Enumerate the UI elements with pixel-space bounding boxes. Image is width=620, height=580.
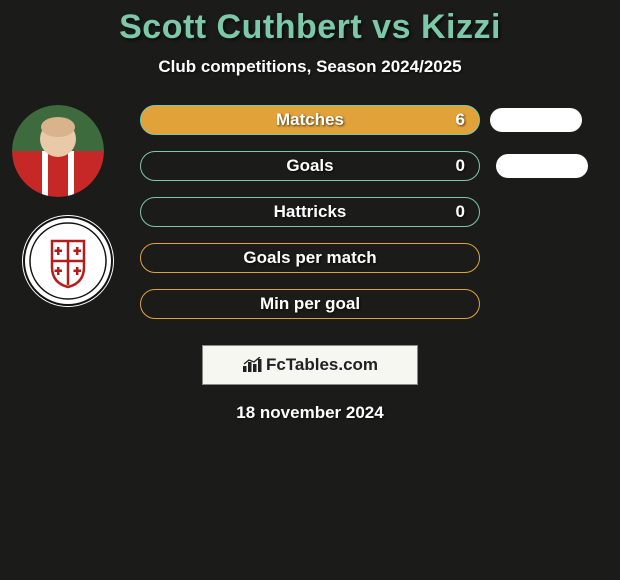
stat-row: Matches 6 xyxy=(140,105,480,135)
player1-avatar xyxy=(12,105,104,197)
stat-row: Goals 0 xyxy=(140,151,480,181)
stat-bar: Min per goal xyxy=(140,289,480,319)
title-player1: Scott Cuthbert xyxy=(119,8,362,46)
title-player2: Kizzi xyxy=(421,8,501,46)
player2-crest xyxy=(22,215,114,307)
stat-bar: Hattricks 0 xyxy=(140,197,480,227)
stat-row: Hattricks 0 xyxy=(140,197,480,227)
footer-date: 18 november 2024 xyxy=(236,403,383,423)
stats-area: Matches 6 Goals 0 Hattricks 0 Goals per match M… xyxy=(0,105,620,319)
stat-bars: Matches 6 Goals 0 Hattricks 0 Goals per match M… xyxy=(140,105,480,319)
branding-text: FcTables.com xyxy=(266,355,378,375)
bar-chart-icon xyxy=(242,357,262,373)
branding-badge: FcTables.com xyxy=(202,345,418,385)
subtitle: Club competitions, Season 2024/2025 xyxy=(158,57,461,77)
stat-label: Matches xyxy=(276,110,344,130)
stat-value: 0 xyxy=(456,156,465,176)
stat-label: Min per goal xyxy=(260,294,360,314)
stat-bar: Matches 6 xyxy=(140,105,480,135)
person-photo-icon xyxy=(12,105,104,197)
stat-label: Hattricks xyxy=(274,202,347,222)
stat-row: Goals per match xyxy=(140,243,480,273)
side-pill xyxy=(490,108,582,132)
stat-value: 0 xyxy=(456,202,465,222)
stat-bar: Goals 0 xyxy=(140,151,480,181)
comparison-card: Scott Cuthbert vs Kizzi Club competition… xyxy=(0,0,620,423)
stat-label: Goals per match xyxy=(243,248,376,268)
side-pill xyxy=(496,154,588,178)
stat-label: Goals xyxy=(286,156,333,176)
club-crest-icon xyxy=(22,215,114,307)
title-vs: vs xyxy=(372,8,411,46)
stat-row: Min per goal xyxy=(140,289,480,319)
page-title: Scott Cuthbert vs Kizzi xyxy=(119,8,501,47)
stat-value: 6 xyxy=(456,110,465,130)
stat-bar: Goals per match xyxy=(140,243,480,273)
